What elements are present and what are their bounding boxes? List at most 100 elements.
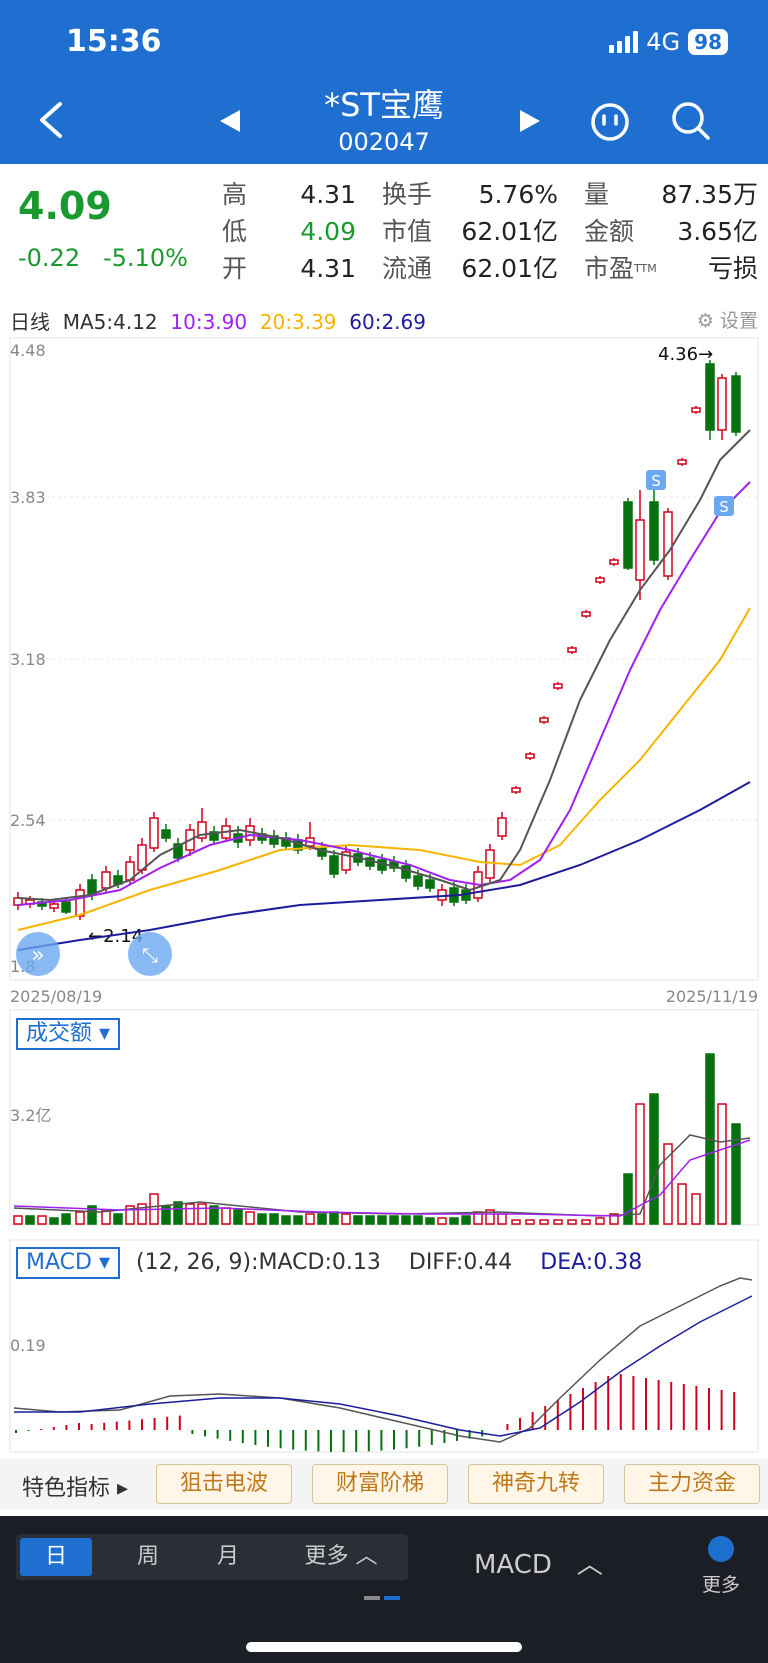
volume-bar	[257, 1213, 267, 1225]
next-stock-icon[interactable]	[520, 110, 540, 132]
prev-stock-icon[interactable]	[220, 110, 240, 132]
volume-bar	[173, 1201, 183, 1225]
y-label-3: 3.18	[10, 650, 46, 669]
indicator-button[interactable]: 狙击电波	[156, 1464, 292, 1504]
volume-bar	[25, 1215, 35, 1225]
volume-bar	[137, 1203, 147, 1225]
volume-indicator-select[interactable]: 成交额 ▾	[16, 1018, 121, 1050]
candle-body	[623, 501, 633, 569]
candle-body	[553, 683, 563, 689]
macd-indicator-select[interactable]: MACD ▾	[16, 1247, 120, 1279]
volume-bar	[61, 1213, 71, 1225]
indicator-button[interactable]: 神奇九转	[468, 1464, 604, 1504]
volume-bar	[87, 1205, 97, 1225]
feature-indicator-label[interactable]: 特色指标 ▸	[22, 1476, 129, 1501]
quote-col-2: 换手 5.76% 市值 62.01亿 流通 62.01亿	[382, 180, 558, 283]
macd-dea-line	[14, 1295, 753, 1437]
volume-bar	[245, 1211, 255, 1225]
max-price-label: 4.36→	[658, 344, 713, 365]
volume-bar	[233, 1209, 243, 1225]
candle-body	[581, 611, 591, 617]
search-icon[interactable]	[670, 100, 712, 142]
volume-bars	[13, 1053, 741, 1225]
volume-bar	[377, 1215, 387, 1225]
candle-body	[101, 871, 111, 889]
macd-histogram	[15, 1374, 736, 1452]
chart-settings-button[interactable]: ⚙ 设置	[696, 310, 758, 332]
candle-body	[649, 501, 659, 561]
volume-bar	[293, 1215, 303, 1225]
page-dot-active	[384, 1596, 400, 1600]
volume-bar	[389, 1215, 399, 1225]
price-change: -0.22 -5.10%	[18, 244, 188, 272]
macd-params: (12, 26, 9):MACD:0.13 DIFF:0.44 DEA:0.38	[136, 1250, 643, 1275]
indicator-button[interactable]: 主力资金	[624, 1464, 760, 1504]
candle-body	[663, 511, 673, 577]
volume-bar	[731, 1123, 741, 1225]
volume-bar	[461, 1215, 471, 1225]
volume-bar	[663, 1143, 673, 1225]
fullscreen-icon	[128, 932, 172, 976]
candle-body	[137, 844, 147, 871]
candle-body	[635, 519, 645, 581]
home-indicator	[246, 1642, 522, 1652]
candle-body	[61, 901, 71, 913]
volume-bar	[341, 1213, 351, 1225]
volume-bar	[329, 1211, 339, 1225]
volume-bar	[449, 1217, 459, 1225]
volume-bar	[113, 1213, 123, 1225]
volume-bar	[269, 1213, 279, 1225]
min-price-label: ←2.14	[88, 926, 143, 947]
volume-bar	[353, 1215, 363, 1225]
indicator-button[interactable]: 财富阶梯	[312, 1464, 448, 1504]
volume-bar	[511, 1219, 521, 1225]
candle-body	[485, 849, 495, 879]
back-icon[interactable]	[36, 100, 64, 140]
candle-body	[75, 889, 85, 917]
page-title: *ST宝鹰	[324, 86, 444, 124]
volume-bar	[425, 1217, 435, 1225]
volume-frame	[9, 1009, 759, 1226]
expand-left-icon	[16, 932, 60, 976]
svg-text:⤡: ⤡	[142, 943, 158, 967]
network-label: 4G	[646, 28, 681, 56]
candle-body	[161, 829, 171, 839]
chart-nav-buttons: » ⤡	[16, 932, 172, 976]
period-day[interactable]: 日	[20, 1538, 92, 1576]
ma60-line	[17, 781, 751, 951]
more-icon	[708, 1536, 734, 1562]
candlesticks	[13, 360, 741, 920]
volume-bar	[413, 1215, 423, 1225]
candle-body	[49, 903, 59, 909]
message-icon[interactable]	[590, 102, 630, 142]
page-dot	[364, 1596, 380, 1600]
period-week[interactable]: 周	[136, 1544, 159, 1569]
bottom-indicator-select[interactable]: MACD ︿	[474, 1550, 603, 1580]
more-button[interactable]: 更多	[696, 1536, 746, 1597]
volume-bar	[649, 1093, 659, 1225]
candle-body	[705, 363, 715, 431]
date-end: 2025/11/19	[666, 987, 758, 1006]
macd-y-label: 0.19	[10, 1336, 46, 1355]
volume-bar	[37, 1215, 47, 1225]
period-month[interactable]: 月	[216, 1544, 239, 1569]
candle-body	[539, 717, 549, 723]
volume-bar	[691, 1193, 701, 1225]
volume-bar	[49, 1217, 59, 1225]
volume-bar	[437, 1217, 447, 1225]
candle-body	[413, 875, 423, 887]
period-more[interactable]: 更多 ︿	[304, 1544, 378, 1569]
quote-col-1: 高 4.31 低 4.09 开 4.31	[222, 180, 356, 283]
volume-bar	[567, 1219, 577, 1225]
volume-bar	[553, 1219, 563, 1225]
volume-bar	[401, 1215, 411, 1225]
ma20-line	[17, 607, 751, 931]
candle-body	[497, 817, 507, 837]
ma10-line	[17, 481, 751, 906]
chart-canvas[interactable]: 4.48 3.83 3.18 2.54 1.8 2025/08/19 2025/…	[0, 0, 768, 1458]
battery-icon: 98	[688, 29, 728, 55]
candle-body	[511, 787, 521, 793]
period-selector: 日 周 月 更多 ︿	[16, 1534, 408, 1580]
quote-col-3: 量 87.35万 金额 3.65亿 市盈 TTM 亏损	[584, 180, 758, 283]
ma-legend: 日线 MA5:4.12 10:3.90 20:3.39 60:2.69	[10, 310, 426, 334]
